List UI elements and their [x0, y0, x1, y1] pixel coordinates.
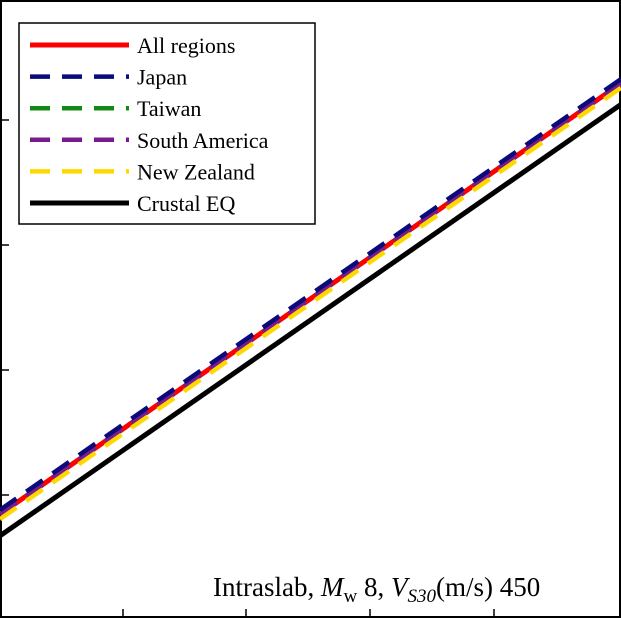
legend-label-crustal-eq: Crustal EQ — [137, 191, 235, 216]
series-line-crustal-eq — [0, 102, 621, 538]
legend-entries: All regions Japan Taiwan South America New Z… — [30, 33, 269, 216]
axis-ticks — [0, 119, 495, 618]
legend-label-japan: Japan — [137, 65, 187, 90]
annotation-vs-symbol: V — [391, 572, 411, 602]
annotation-mw-sub: w — [343, 586, 357, 607]
legend: All regions Japan Taiwan South America New Z… — [18, 22, 316, 225]
legend-label-new-zealand: New Zealand — [137, 159, 255, 184]
annotation-mw-value: 8, — [357, 572, 391, 602]
annotation-vs-sub: S30 — [407, 586, 436, 607]
legend-box — [18, 22, 316, 225]
annotation-prefix: Intraslab, — [213, 572, 321, 602]
annotation-vs-unit: (m/s) 450 — [436, 572, 540, 602]
legend-label-south-america: South America — [137, 128, 269, 153]
series-line-all-regions — [0, 81, 621, 517]
legend-label-all-regions: All regions — [137, 33, 235, 58]
annotation: Intraslab, Mw 8, VS30(m/s) 450 — [213, 572, 540, 607]
annotation-mw-symbol: M — [320, 572, 345, 602]
legend-label-taiwan: Taiwan — [137, 96, 201, 121]
series-layer — [0, 77, 621, 538]
